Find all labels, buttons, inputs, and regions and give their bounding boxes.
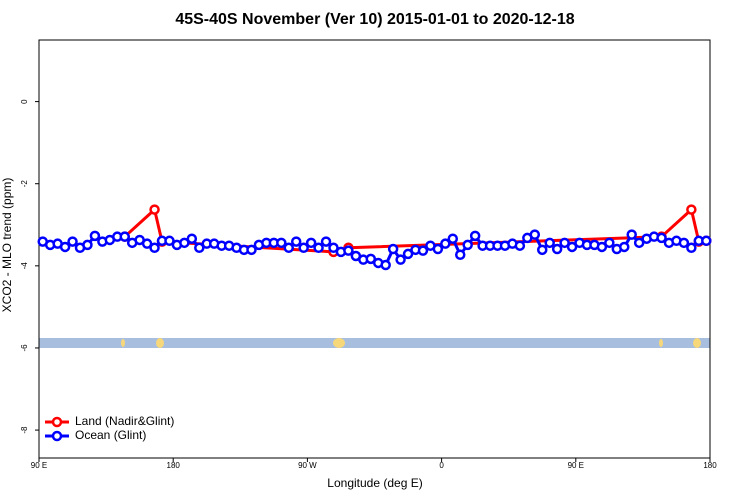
data-point xyxy=(447,233,459,244)
data-point xyxy=(440,238,451,249)
data-point xyxy=(678,237,690,249)
data-point xyxy=(596,241,608,253)
legend-label: Ocean (Glint) xyxy=(75,428,146,442)
x-tick-label: 90 E xyxy=(568,461,584,470)
land-spot xyxy=(693,338,701,348)
data-point xyxy=(149,242,160,254)
data-point xyxy=(305,237,317,249)
data-point xyxy=(343,245,354,256)
data-point xyxy=(380,259,391,271)
data-point xyxy=(514,240,526,251)
data-point xyxy=(290,236,302,247)
chart-title: 45S-40S November (Ver 10) 2015-01-01 to … xyxy=(175,11,574,28)
ocean-band xyxy=(39,338,710,348)
data-point xyxy=(387,243,399,255)
data-point xyxy=(619,241,630,253)
data-point xyxy=(298,242,309,254)
data-point xyxy=(246,244,257,256)
data-point xyxy=(537,244,548,256)
data-point xyxy=(462,239,473,251)
data-point xyxy=(149,204,160,215)
land-spot xyxy=(333,338,345,348)
data-point xyxy=(417,245,429,256)
data-point xyxy=(186,233,198,244)
y-tick-label: -4 xyxy=(20,262,29,270)
x-tick-label: 180 xyxy=(167,461,181,470)
data-point xyxy=(164,235,175,247)
data-point xyxy=(432,243,444,255)
data-point xyxy=(395,254,406,265)
y-tick-label: -2 xyxy=(20,180,29,188)
data-point xyxy=(701,235,712,247)
data-point xyxy=(365,253,377,265)
data-point xyxy=(67,236,78,247)
data-point xyxy=(604,237,615,249)
data-point xyxy=(686,242,697,254)
data-point xyxy=(283,242,295,254)
data-point xyxy=(141,238,153,249)
data-point xyxy=(633,237,645,249)
data-point xyxy=(686,204,697,215)
data-point xyxy=(313,242,324,254)
y-tick-label: -8 xyxy=(20,426,29,434)
data-point xyxy=(179,237,190,249)
data-point xyxy=(89,230,101,242)
surface-mask xyxy=(39,338,710,348)
x-axis-label: Longitude (deg E) xyxy=(327,476,422,490)
y-axis-label: XCO2 - MLO trend (ppm) xyxy=(0,178,14,313)
data-point xyxy=(82,239,93,251)
data-point xyxy=(529,229,541,240)
data-point xyxy=(656,232,667,244)
x-tick-label: 180 xyxy=(703,461,717,470)
legend-label: Land (Nadir&Glint) xyxy=(75,414,174,428)
data-point xyxy=(59,241,71,253)
land-spot xyxy=(156,338,164,348)
data-point xyxy=(276,237,287,249)
data-point xyxy=(402,248,414,260)
data-point xyxy=(328,242,339,254)
data-point xyxy=(626,229,637,240)
legend-marker xyxy=(51,416,63,428)
data-point xyxy=(566,241,578,253)
data-point xyxy=(194,242,205,254)
land-spot xyxy=(121,339,125,347)
data-point xyxy=(119,231,130,242)
y-tick-label: -6 xyxy=(20,344,29,352)
y-tick-label: 0 xyxy=(20,99,29,104)
data-point xyxy=(551,243,563,255)
data-point xyxy=(454,249,466,260)
x-tick-label: 0 xyxy=(439,461,444,470)
land-spot xyxy=(659,339,663,347)
x-tick-label: 90 E xyxy=(31,461,47,470)
data-point xyxy=(544,237,555,249)
x-tick-label: 90 W xyxy=(298,461,317,470)
data-point xyxy=(320,236,332,247)
plot-frame xyxy=(38,39,711,459)
data-point xyxy=(559,237,570,249)
data-point xyxy=(469,230,481,242)
legend-marker xyxy=(51,430,63,442)
